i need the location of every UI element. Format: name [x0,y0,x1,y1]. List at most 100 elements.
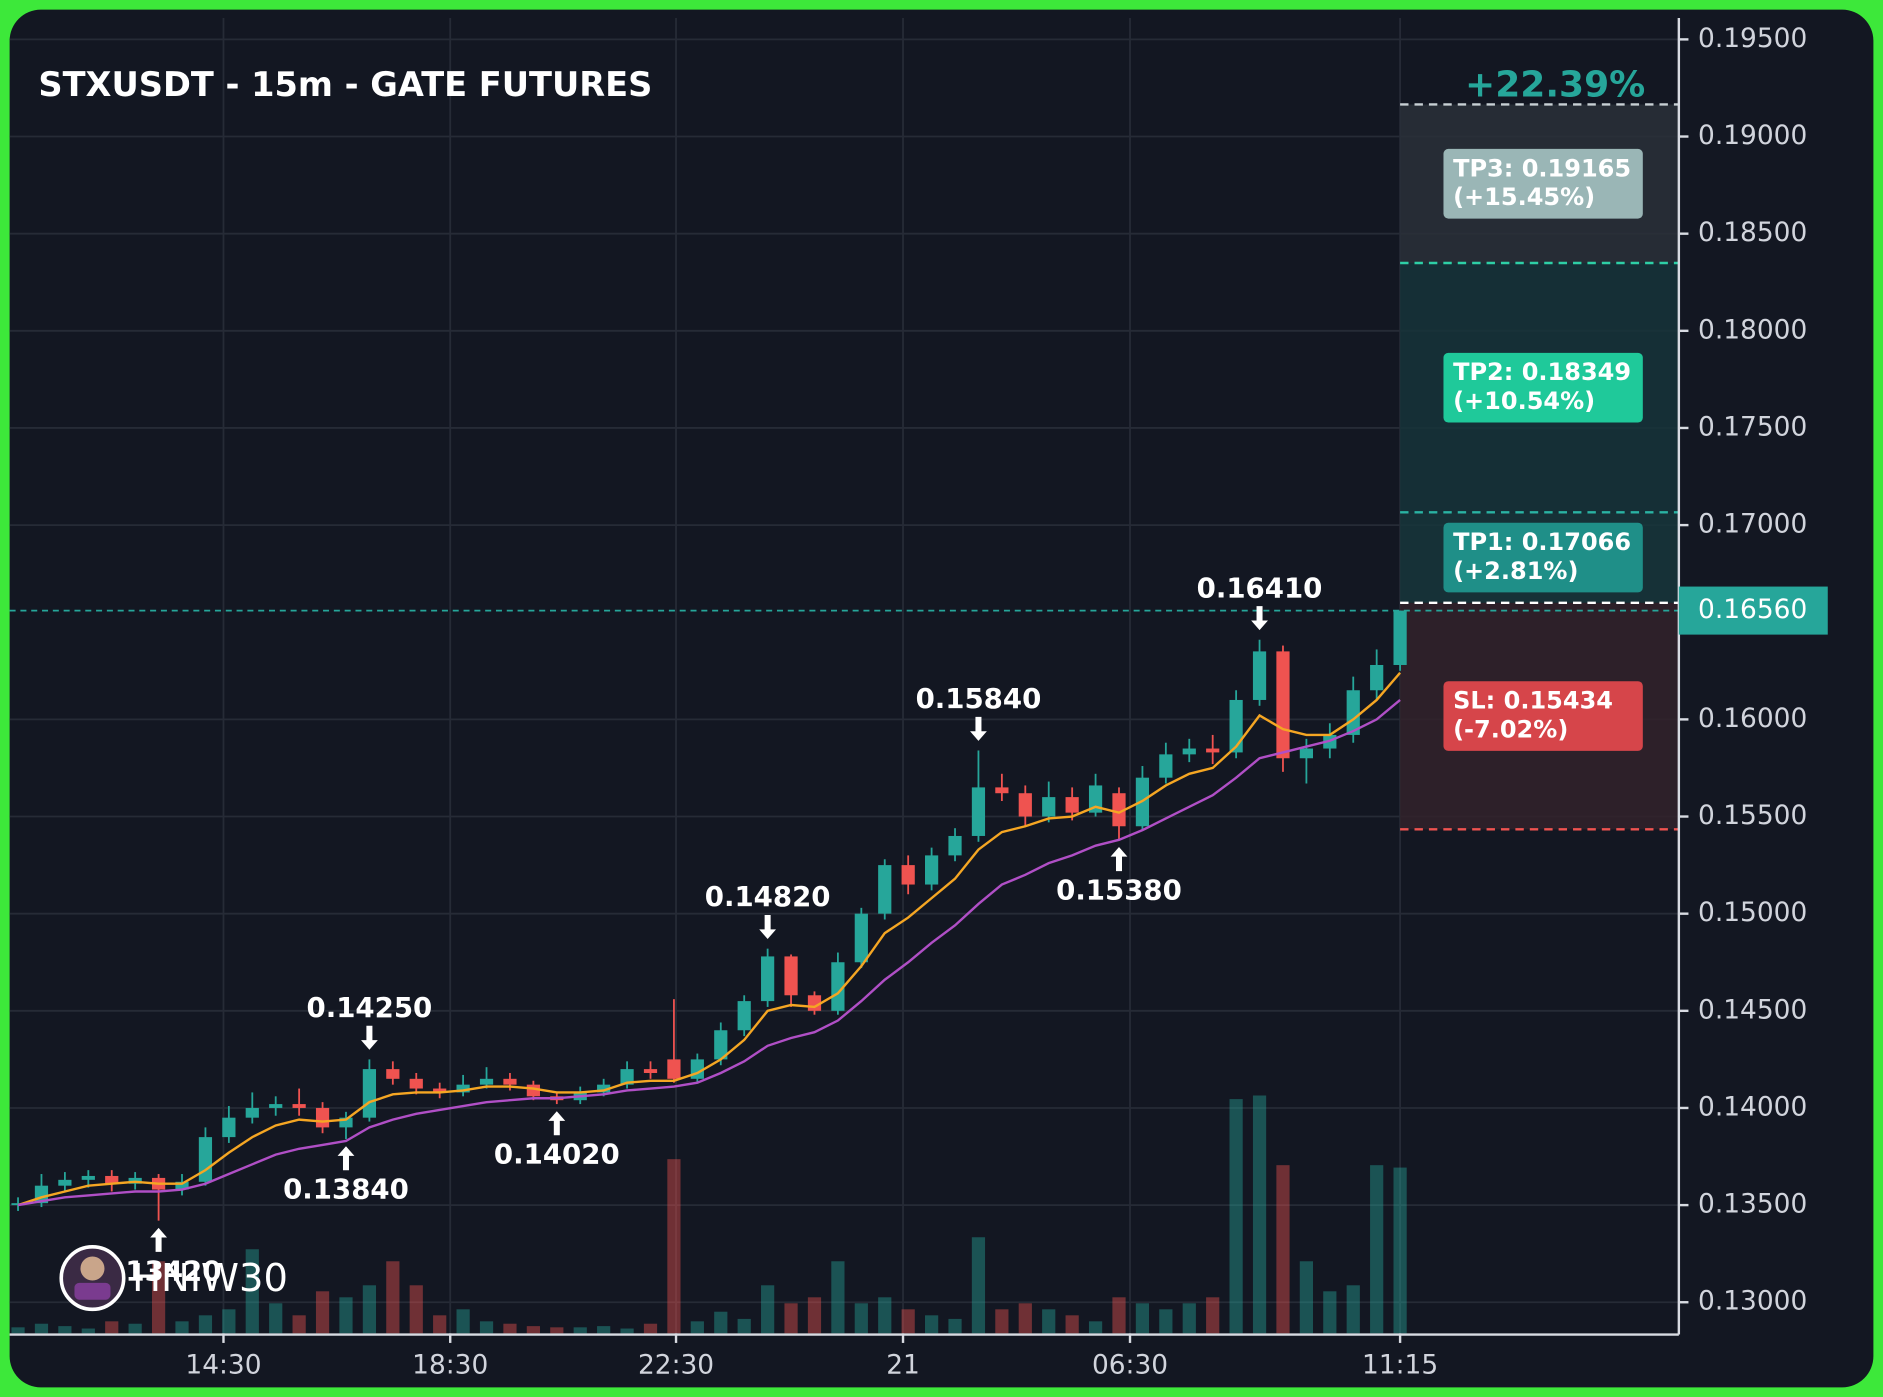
volume-bar [1018,1303,1032,1334]
y-tick-label: 0.16000 [1698,703,1807,734]
volume-bar [1229,1099,1243,1334]
candle-body [924,855,939,885]
candle-body [995,787,1009,794]
candle-body [433,1088,447,1093]
volume-bar [1323,1291,1337,1334]
candle-body [81,1175,95,1180]
level-change: (+2.81%) [1453,557,1578,585]
volume-bar [222,1309,236,1334]
annotations: 0.134200.138400.142500.140200.148200.158… [96,571,1323,1287]
volume-bar [971,1237,986,1334]
level-box [1443,522,1643,593]
volume-bar [831,1261,845,1334]
avatar-face [80,1256,105,1281]
volume-bar [362,1285,377,1334]
volume-bar [1112,1297,1126,1334]
annotation-arrow [1110,847,1128,872]
volume-bar [269,1303,283,1334]
y-tick-label: 0.14500 [1698,994,1807,1025]
candle-body [479,1078,494,1085]
volume-bar [1042,1309,1056,1334]
candle-body [643,1069,658,1073]
volume-bar [1206,1297,1220,1334]
volume-bar [1393,1167,1407,1334]
y-tick-label: 0.15000 [1698,897,1807,928]
candle-body [362,1069,377,1118]
volume-bar [550,1327,564,1334]
candle-body [1159,754,1173,778]
candle-body [1252,651,1267,700]
volume-bar [175,1321,189,1334]
volume-bar [292,1315,306,1334]
volume-bar [1276,1165,1290,1334]
x-tick-label: 06:30 [1092,1349,1168,1380]
volume-bar [1065,1315,1079,1334]
candle-body [292,1104,306,1108]
candle-body [714,1030,728,1060]
annotation-arrow [970,716,987,741]
ema-line [17,699,1401,1207]
annotation-arrow [337,1146,355,1171]
volume-bar [878,1297,892,1334]
annotation-arrow [548,1111,566,1136]
candle-body [222,1117,236,1138]
annotation-label: 0.13840 [283,1173,409,1206]
volume-bar [784,1303,798,1334]
volume-bar [1252,1095,1267,1334]
candle-body [245,1107,259,1118]
candle-body [1206,748,1220,753]
y-tick-label: 0.18000 [1698,314,1807,345]
candle-body [339,1117,353,1128]
volume-bar [1299,1261,1314,1334]
y-tick-label: 0.19000 [1698,120,1807,151]
x-tick-label: 22:30 [638,1349,714,1380]
volume-bar [315,1291,330,1334]
candle-body [948,835,962,856]
candle-body [105,1175,119,1184]
x-tick-label: 18:30 [412,1349,488,1380]
candle-body [1346,690,1360,735]
x-tick-label: 14:30 [185,1349,261,1380]
candle-body [831,962,845,1011]
axes: 0.19500 0.19000 0.18500 0.18000 0.17500 0.170… [185,23,1828,1380]
candle-body [1088,785,1103,813]
level-box [1443,681,1643,751]
y-tick-label: 0.17500 [1698,411,1807,442]
volume-bar [479,1321,494,1334]
watermark: HNIW30 [59,1245,288,1312]
volume-bar [1135,1303,1150,1334]
volume-bar [34,1323,49,1334]
x-tick-label: 21 [886,1349,920,1380]
candle-body [1112,793,1126,827]
volume-bar [901,1309,915,1334]
volume-bar [245,1249,259,1334]
volume-bar [503,1323,517,1334]
level-change: (+10.54%) [1453,387,1595,415]
volume-bar [456,1309,470,1334]
volume-bar [526,1326,540,1334]
volume [11,1095,1407,1334]
volume-bar [433,1315,447,1334]
annotation-label: 0.15840 [916,682,1042,715]
candle-body [971,787,986,836]
level-label: SL: 0.15434 [1453,687,1613,715]
y-tick-label: 0.14000 [1698,1091,1807,1122]
annotation-arrow [150,1227,167,1252]
trade-zones: TP3: 0.19165(+15.45%) TP2: 0.18349(+10.54… [9,103,1679,831]
last-price-box [1678,586,1828,635]
candle-body [503,1078,517,1085]
y-tick-label: 0.13000 [1698,1286,1807,1317]
level-change: (+15.45%) [1453,183,1595,211]
level-change: (-7.02%) [1453,716,1568,744]
volume-bar [81,1328,95,1334]
x-tick-label: 11:15 [1362,1349,1438,1380]
volume-bar [714,1311,728,1334]
volume-bar [737,1318,751,1334]
volume-bar [690,1321,704,1334]
candle-body [854,913,868,963]
annotation-arrow [759,915,777,940]
annotation-arrow [361,1025,378,1050]
candle-body [315,1107,330,1128]
level-box [1443,352,1643,423]
candle-body [1182,748,1196,755]
